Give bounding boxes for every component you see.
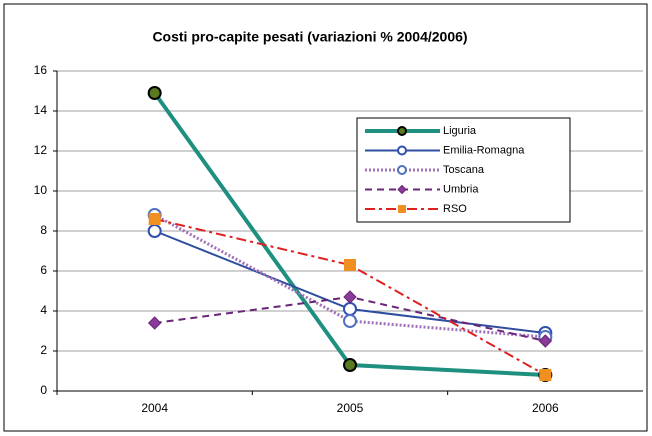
legend-marker	[398, 205, 406, 213]
data-point	[344, 259, 356, 271]
y-tick-label: 12	[34, 143, 48, 157]
data-point	[148, 213, 161, 225]
series-line	[153, 213, 546, 339]
x-tick-label: 2006	[532, 401, 559, 415]
y-tick-label: 4	[40, 303, 47, 317]
data-point	[343, 290, 357, 304]
x-tick-label: 2004	[141, 401, 168, 415]
data-point	[147, 316, 162, 330]
legend-label: Umbria	[443, 183, 479, 195]
data-point	[539, 369, 552, 381]
y-tick-label: 8	[40, 223, 47, 237]
y-tick-label: 10	[34, 183, 48, 197]
y-tick-label: 0	[40, 383, 47, 397]
data-point	[343, 358, 357, 372]
legend-marker	[397, 126, 407, 136]
data-point	[147, 224, 162, 238]
data-point	[147, 86, 162, 100]
y-tick-label: 14	[34, 103, 48, 117]
legend-marker	[397, 184, 407, 195]
data-point	[343, 302, 357, 316]
y-tick-label: 2	[40, 343, 47, 357]
chart-title: Costi pro-capite pesati (variazioni % 20…	[152, 29, 467, 45]
legend-box	[356, 117, 571, 223]
legend-label: Toscana	[443, 164, 485, 176]
legend-label: Emilia-Romagna	[443, 144, 525, 156]
data-point	[343, 314, 357, 328]
legend-marker	[397, 145, 407, 156]
y-tick-label: 16	[34, 63, 48, 77]
x-tick-label: 2005	[337, 401, 364, 415]
series-line	[154, 218, 546, 376]
y-tick-label: 6	[40, 263, 47, 277]
legend-marker	[397, 165, 407, 175]
legend-label: Liguria	[443, 125, 477, 137]
data-point	[538, 334, 553, 348]
legend-label: RSO	[443, 203, 467, 215]
